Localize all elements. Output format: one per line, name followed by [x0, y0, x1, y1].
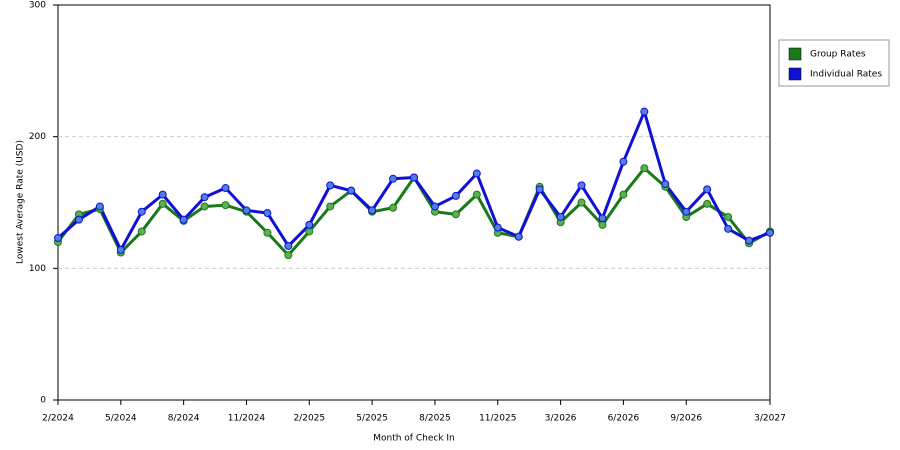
x-tick-label: 6/2026	[608, 414, 640, 424]
y-tick-label: 300	[29, 1, 46, 11]
data-point	[347, 186, 356, 195]
x-tick-label: 8/2024	[168, 414, 200, 424]
data-point	[703, 185, 712, 194]
data-point	[766, 228, 774, 237]
legend-label: Group Rates	[810, 50, 866, 60]
data-point	[284, 251, 293, 260]
data-point	[305, 227, 314, 236]
x-tick-label: 8/2025	[419, 414, 451, 424]
data-point	[158, 190, 167, 199]
data-point	[305, 220, 314, 229]
data-point	[472, 190, 481, 199]
legend-swatch	[788, 47, 802, 61]
data-point	[535, 185, 544, 194]
data-point	[200, 202, 209, 211]
data-point	[74, 215, 83, 224]
legend-label: Individual Rates	[810, 70, 882, 80]
data-point	[137, 227, 146, 236]
data-point	[619, 157, 628, 166]
data-point	[221, 184, 230, 193]
data-point	[640, 107, 649, 116]
data-point	[389, 203, 398, 212]
data-point	[577, 181, 586, 190]
data-point	[116, 245, 125, 254]
data-point	[326, 202, 335, 211]
x-tick-label: 11/2025	[479, 414, 516, 424]
data-point	[284, 241, 293, 250]
data-point	[598, 214, 607, 223]
x-axis-label: Month of Check In	[373, 434, 455, 444]
x-tick-label: 3/2027	[754, 414, 786, 424]
x-tick-label: 5/2024	[105, 414, 137, 424]
y-tick-label: 200	[29, 132, 46, 142]
data-point	[556, 212, 565, 221]
data-point	[682, 207, 691, 216]
data-point	[724, 224, 733, 233]
data-point	[619, 190, 628, 199]
data-point	[54, 234, 62, 243]
data-point	[598, 220, 607, 229]
data-point	[221, 201, 230, 210]
data-point	[514, 232, 523, 241]
data-point	[410, 173, 418, 182]
data-point	[179, 215, 188, 224]
data-point	[745, 236, 754, 245]
data-point	[242, 206, 251, 215]
y-tick-label: 0	[40, 396, 46, 406]
data-point	[200, 193, 209, 202]
legend-swatch	[788, 67, 802, 81]
data-point	[95, 202, 104, 211]
x-tick-label: 11/2024	[228, 414, 266, 424]
x-tick-label: 5/2025	[356, 414, 388, 424]
data-point	[661, 180, 670, 189]
data-point	[158, 199, 167, 208]
data-point	[389, 174, 398, 183]
data-point	[368, 206, 377, 215]
x-tick-label: 9/2026	[670, 414, 702, 424]
data-point	[451, 191, 460, 200]
data-point	[493, 223, 502, 232]
data-point	[326, 181, 335, 190]
data-point	[724, 212, 733, 221]
data-point	[703, 199, 712, 208]
data-point	[640, 164, 649, 173]
x-tick-label: 3/2026	[545, 414, 577, 424]
data-point	[472, 169, 481, 178]
data-point	[263, 228, 272, 237]
y-axis-label: Lowest Average Rate (USD)	[16, 140, 26, 264]
x-tick-label: 2/2024	[42, 414, 74, 424]
y-tick-label: 100	[29, 264, 46, 274]
data-point	[430, 202, 439, 211]
x-tick-label: 2/2025	[293, 414, 325, 424]
data-point	[451, 210, 460, 219]
data-point	[137, 207, 146, 216]
data-point	[577, 198, 586, 207]
data-point	[263, 209, 272, 218]
plot-frame	[57, 4, 771, 401]
